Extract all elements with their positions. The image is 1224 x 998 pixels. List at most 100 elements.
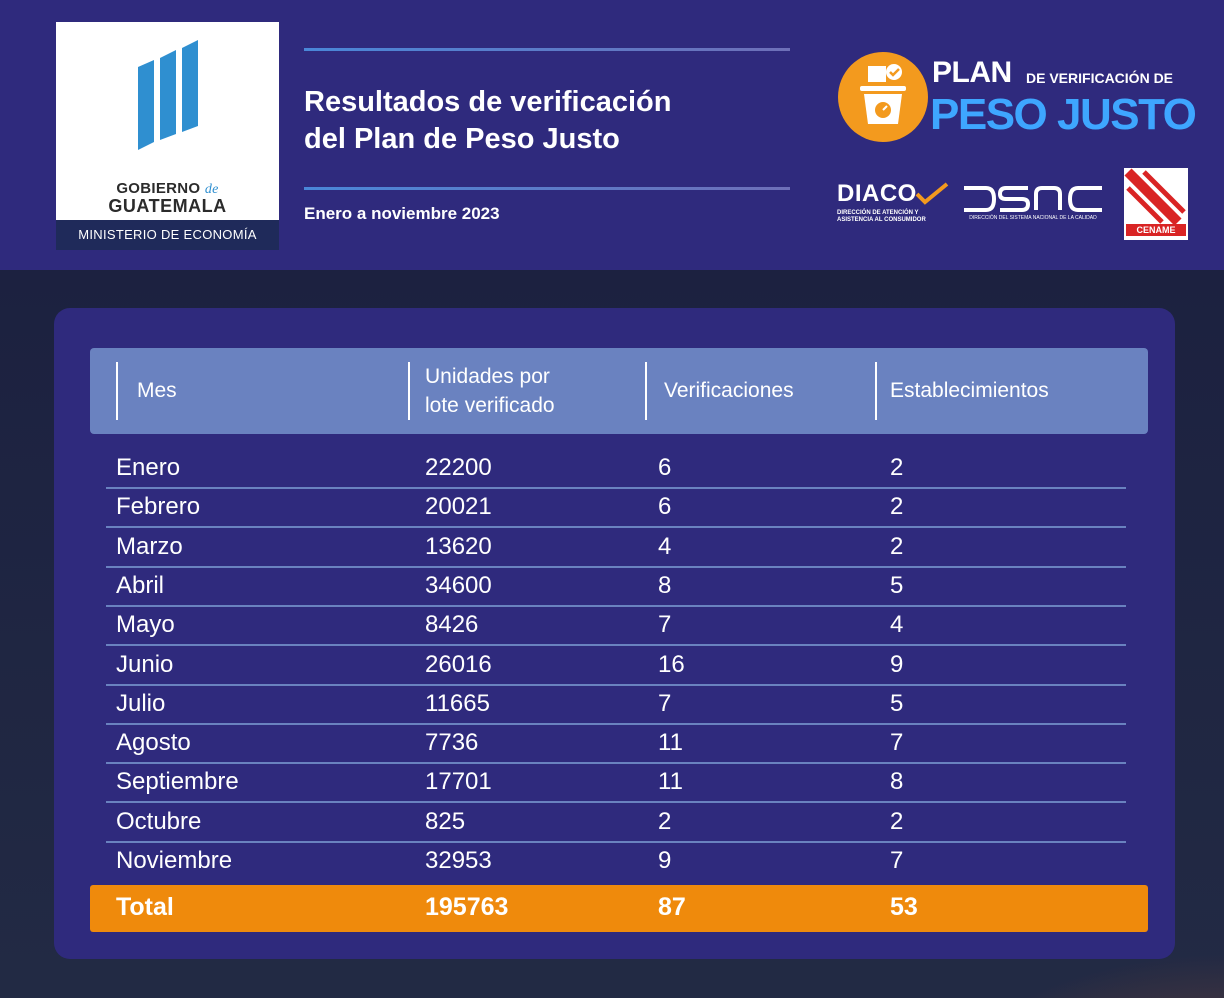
cell-verificaciones: 8 bbox=[658, 571, 672, 599]
page-title: Resultados de verificación del Plan de P… bbox=[304, 84, 794, 158]
table-row: Agosto 7736 11 7 bbox=[0, 725, 1224, 764]
table-row: Febrero 20021 6 2 bbox=[0, 489, 1224, 528]
table-row: Junio 26016 16 9 bbox=[0, 647, 1224, 686]
cell-verificaciones: 11 bbox=[658, 729, 683, 757]
row-divider bbox=[106, 604, 1126, 607]
diaco-subtitle: DIRECCIÓN DE ATENCIÓN Y ASISTENCIA AL CO… bbox=[837, 210, 926, 223]
cell-mes: Mayo bbox=[116, 611, 175, 639]
cell-verificaciones: 7 bbox=[658, 689, 672, 717]
column-header-unidades: Unidades por lote verificado bbox=[425, 365, 555, 417]
title-line-2: del Plan de Peso Justo bbox=[304, 123, 620, 155]
cell-unidades: 7736 bbox=[425, 729, 479, 757]
table-row: Marzo 13620 4 2 bbox=[0, 529, 1224, 568]
cell-mes: Agosto bbox=[116, 729, 191, 757]
header-separator bbox=[116, 362, 118, 420]
cename-word: CENAME bbox=[1126, 224, 1186, 236]
plan-peso-justo-logo: PLAN DE VERIFICACIÓN DE PESO JUSTO bbox=[838, 52, 1198, 144]
plan-word: PLAN bbox=[932, 56, 1012, 89]
diaco-word: DIACO bbox=[837, 180, 917, 207]
cell-establecimientos: 7 bbox=[890, 729, 904, 757]
cell-mes: Junio bbox=[116, 650, 174, 678]
row-divider bbox=[106, 565, 1126, 568]
cell-verificaciones: 4 bbox=[658, 532, 672, 560]
header-separator bbox=[875, 362, 877, 420]
cell-mes: Marzo bbox=[116, 532, 183, 560]
cell-verificaciones: 7 bbox=[658, 611, 672, 639]
cell-establecimientos: 2 bbox=[890, 532, 904, 560]
cell-unidades: 8426 bbox=[425, 611, 479, 639]
table-row: Julio 11665 7 5 bbox=[0, 686, 1224, 725]
cell-unidades: 32953 bbox=[425, 847, 492, 874]
cell-verificaciones: 2 bbox=[658, 807, 672, 835]
row-divider bbox=[106, 683, 1126, 686]
dsnc-wordmark-icon bbox=[964, 186, 1102, 212]
cell-mes: Noviembre bbox=[116, 847, 233, 874]
row-divider bbox=[106, 762, 1126, 765]
row-divider bbox=[106, 801, 1126, 804]
row-divider bbox=[106, 526, 1126, 529]
dsnc-logo: DIRECCIÓN DEL SISTEMA NACIONAL DE LA CAL… bbox=[962, 184, 1104, 228]
cell-verificaciones: 16 bbox=[658, 650, 685, 678]
cell-verificaciones: 6 bbox=[658, 493, 672, 521]
cell-establecimientos: 7 bbox=[890, 847, 904, 874]
table-row: Abril 34600 8 5 bbox=[0, 568, 1224, 607]
table-row: Enero 22200 6 2 bbox=[0, 450, 1224, 489]
cename-gauge-icon bbox=[1124, 168, 1186, 226]
cell-establecimientos: 2 bbox=[890, 454, 904, 481]
plan-peso-justo: PESO JUSTO bbox=[930, 90, 1197, 139]
divider-bottom bbox=[304, 187, 790, 190]
cell-establecimientos: 2 bbox=[890, 493, 904, 521]
column-header-establecimientos: Establecimientos bbox=[890, 379, 1049, 402]
total-label: Total bbox=[116, 893, 174, 921]
table-row: Mayo 8426 7 4 bbox=[0, 607, 1224, 646]
cell-unidades: 17701 bbox=[425, 768, 492, 796]
scale-icon bbox=[860, 64, 906, 124]
cell-establecimientos: 9 bbox=[890, 650, 904, 678]
cell-unidades: 34600 bbox=[425, 571, 492, 599]
cell-verificaciones: 9 bbox=[658, 847, 672, 874]
table-row: Noviembre 32953 9 7 bbox=[0, 843, 1224, 882]
cell-verificaciones: 11 bbox=[658, 768, 683, 796]
table-row: Septiembre 17701 11 8 bbox=[0, 764, 1224, 803]
cell-mes: Febrero bbox=[116, 493, 201, 521]
date-range: Enero a noviembre 2023 bbox=[304, 204, 500, 223]
dsnc-subtitle: DIRECCIÓN DEL SISTEMA NACIONAL DE LA CAL… bbox=[969, 215, 1097, 221]
divider-top bbox=[304, 48, 790, 51]
title-line-1: Resultados de verificación bbox=[304, 86, 672, 118]
total-establecimientos: 53 bbox=[890, 893, 918, 921]
diaco-logo: DIACO DIRECCIÓN DE ATENCIÓN Y ASISTENCIA… bbox=[837, 180, 949, 230]
table-row: Octubre 825 2 2 bbox=[0, 804, 1224, 843]
column-header-mes: Mes bbox=[137, 379, 177, 402]
diaco-check-icon bbox=[915, 182, 949, 205]
scale-badge bbox=[838, 52, 928, 142]
cell-unidades: 22200 bbox=[425, 454, 492, 481]
header-separator bbox=[408, 362, 410, 420]
gobierno-label: GOBIERNO de bbox=[116, 180, 219, 197]
cell-mes: Julio bbox=[116, 689, 166, 717]
ministry-label: MINISTERIO DE ECONOMÍA bbox=[56, 220, 279, 250]
total-unidades: 195763 bbox=[425, 893, 509, 921]
header-separator bbox=[645, 362, 647, 420]
row-divider bbox=[106, 487, 1126, 489]
cell-unidades: 11665 bbox=[425, 689, 490, 717]
cell-establecimientos: 4 bbox=[890, 611, 904, 639]
cell-verificaciones: 6 bbox=[658, 454, 672, 481]
plan-de-verificacion: DE VERIFICACIÓN DE bbox=[1026, 70, 1174, 86]
cell-unidades: 26016 bbox=[425, 650, 492, 678]
row-divider bbox=[106, 722, 1126, 725]
gobierno-guatemala-logo: GOBIERNO de GUATEMALA MINISTERIO DE ECON… bbox=[56, 22, 279, 250]
cell-mes: Enero bbox=[116, 454, 181, 481]
total-verificaciones: 87 bbox=[658, 893, 686, 921]
cell-establecimientos: 8 bbox=[890, 768, 904, 796]
cell-mes: Abril bbox=[116, 571, 165, 599]
guatemala-label: GUATEMALA bbox=[108, 196, 227, 216]
cell-mes: Septiembre bbox=[116, 768, 239, 796]
total-row: Total 195763 87 53 bbox=[90, 885, 1148, 932]
table-header bbox=[90, 348, 1148, 434]
guatemala-emblem-icon bbox=[138, 40, 198, 150]
cell-unidades: 13620 bbox=[425, 532, 492, 560]
cell-establecimientos: 5 bbox=[890, 571, 904, 599]
cell-establecimientos: 2 bbox=[890, 807, 904, 835]
row-divider bbox=[106, 644, 1126, 647]
cell-mes: Octubre bbox=[116, 807, 202, 835]
